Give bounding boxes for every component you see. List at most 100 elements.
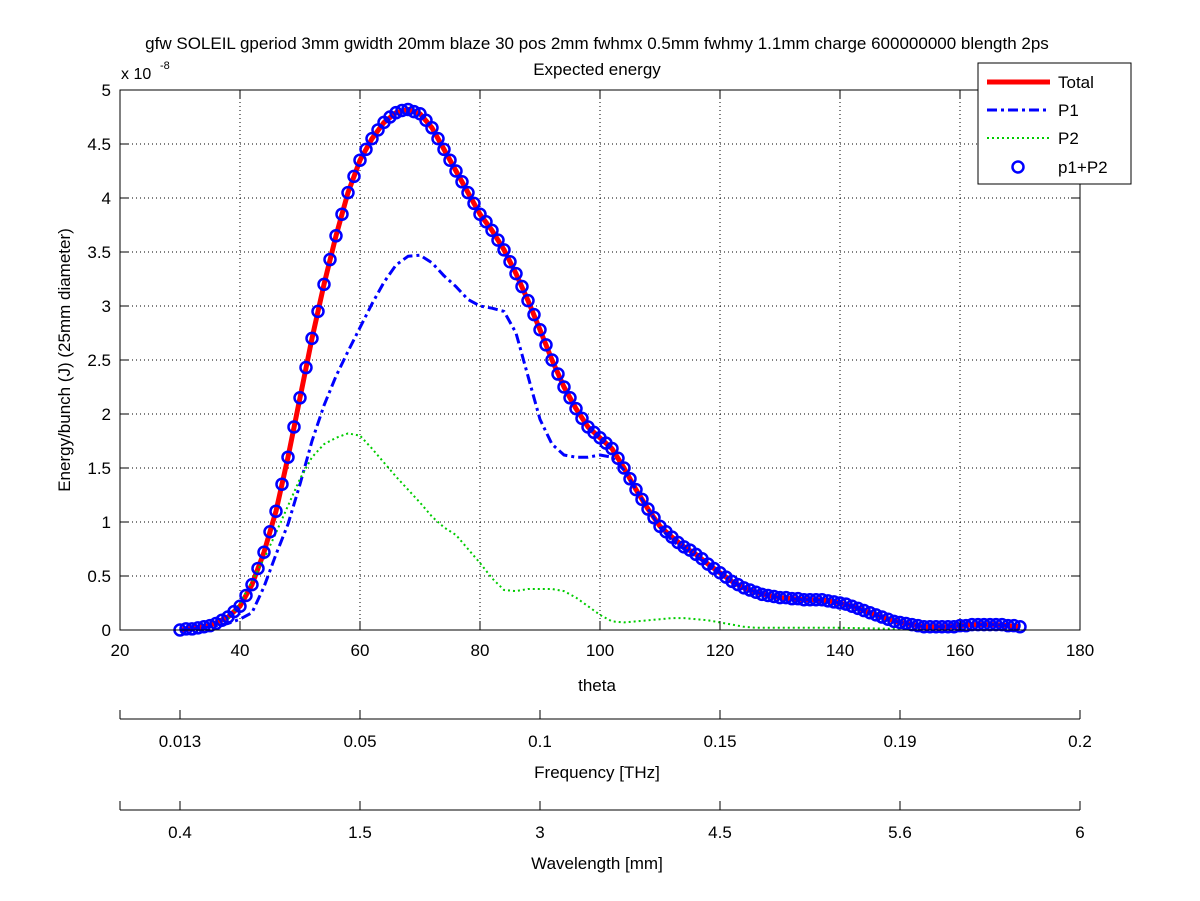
y-tick-label: 3.5 (87, 243, 111, 262)
marker-point (239, 588, 253, 603)
marker-point (821, 594, 835, 608)
marker-point (461, 185, 475, 200)
secondary-axis-label: Frequency [THz] (534, 763, 660, 782)
y-tick-label: 2.5 (87, 351, 111, 370)
series-line-total (179, 106, 1021, 633)
x-tick-label: 100 (586, 641, 614, 660)
marker-point (629, 482, 643, 497)
marker-point (755, 587, 769, 602)
marker-point (359, 142, 373, 157)
marker-point (875, 610, 889, 624)
marker-point (485, 223, 499, 238)
marker-point (293, 391, 307, 405)
marker-point (335, 207, 349, 221)
marker-point (887, 614, 901, 629)
marker-point (563, 391, 577, 405)
x-tick-label: 180 (1066, 641, 1094, 660)
series-line-p2 (227, 432, 913, 631)
x-tick-label: 140 (826, 641, 854, 660)
marker-point (467, 196, 481, 211)
marker-point (437, 142, 451, 157)
marker-point (509, 266, 523, 281)
marker-point (275, 477, 289, 491)
y-axis-label: Energy/bunch (J) (25mm diameter) (55, 228, 74, 492)
marker-point (869, 608, 883, 622)
marker-point (263, 524, 277, 539)
marker-point (605, 441, 619, 456)
secondary-tick-label: 0.1 (528, 732, 552, 751)
marker-point (329, 229, 343, 243)
marker-point (893, 615, 907, 630)
marker-point (479, 215, 493, 229)
y-tick-label: 4 (102, 189, 111, 208)
marker-point (407, 104, 421, 119)
chart-subtitle: Expected energy (533, 60, 661, 79)
marker-point (539, 338, 553, 352)
marker-point (845, 599, 859, 613)
marker-point (521, 293, 535, 308)
marker-point (245, 577, 259, 592)
marker-point (185, 622, 199, 636)
grid-lines (120, 90, 1080, 630)
x-tick-label: 80 (471, 641, 490, 660)
marker-point (269, 504, 283, 518)
marker-point (761, 588, 775, 603)
secondary-tick-label: 0.05 (343, 732, 376, 751)
x-axis-label: theta (578, 676, 616, 695)
chart-title: gfw SOLEIL gperiod 3mm gwidth 20mm blaze… (145, 34, 1049, 53)
marker-point (203, 618, 217, 633)
marker-point (497, 243, 511, 257)
secondary-tick-label: 0.2 (1068, 732, 1092, 751)
marker-point (863, 605, 877, 620)
marker-point (533, 323, 547, 337)
marker-point (305, 331, 319, 346)
x-tick-label: 40 (231, 641, 250, 660)
marker-point (815, 593, 829, 607)
marker-point (857, 603, 871, 618)
y-tick-label: 5 (102, 81, 111, 100)
marker-point (449, 164, 463, 178)
legend-label-total: Total (1058, 73, 1094, 92)
marker-point (281, 450, 295, 464)
marker-point (881, 612, 895, 626)
y-tick-label: 0 (102, 621, 111, 640)
marker-point (503, 254, 517, 269)
marker-point (197, 620, 211, 634)
marker-point (743, 583, 757, 597)
marker-point (737, 581, 751, 595)
secondary-tick-label: 0.15 (703, 732, 736, 751)
secondary-tick-label: 3 (535, 823, 544, 842)
marker-point (443, 153, 457, 167)
secondary-tick-label: 0.013 (159, 732, 202, 751)
x-tick-label: 160 (946, 641, 974, 660)
marker-point (317, 277, 331, 292)
marker-point (827, 595, 841, 609)
marker-point (641, 502, 655, 516)
marker-point (323, 252, 337, 267)
marker-point (551, 367, 565, 381)
legend: Total P1 P2 p1+P2 (977, 62, 1132, 185)
x-tick-label: 120 (706, 641, 734, 660)
legend-label-p1: P1 (1058, 101, 1079, 120)
marker-point (575, 411, 589, 426)
marker-point (299, 360, 313, 375)
y-tick-label: 2 (102, 405, 111, 424)
legend-swatch-markers (1011, 160, 1025, 174)
marker-point (401, 102, 415, 117)
marker-point (191, 621, 205, 635)
marker-point (749, 585, 763, 599)
secondary-tick-label: 6 (1075, 823, 1084, 842)
marker-point (257, 545, 271, 559)
secondary-tick-label: 0.19 (883, 732, 916, 751)
marker-point (851, 601, 865, 616)
legend-label-p2: P2 (1058, 129, 1079, 148)
x-tick-label: 20 (111, 641, 130, 660)
marker-point (233, 599, 247, 613)
marker-point (833, 596, 847, 610)
secondary-tick-label: 1.5 (348, 823, 372, 842)
plot-area (173, 102, 1027, 637)
marker-point (431, 131, 445, 146)
legend-label-markers: p1+P2 (1058, 158, 1108, 177)
main-axes: 20 40 60 80 100 120 140 160 180 0 0.5 1 1.5 2 2.5 3 3.5 4… (87, 81, 1094, 660)
